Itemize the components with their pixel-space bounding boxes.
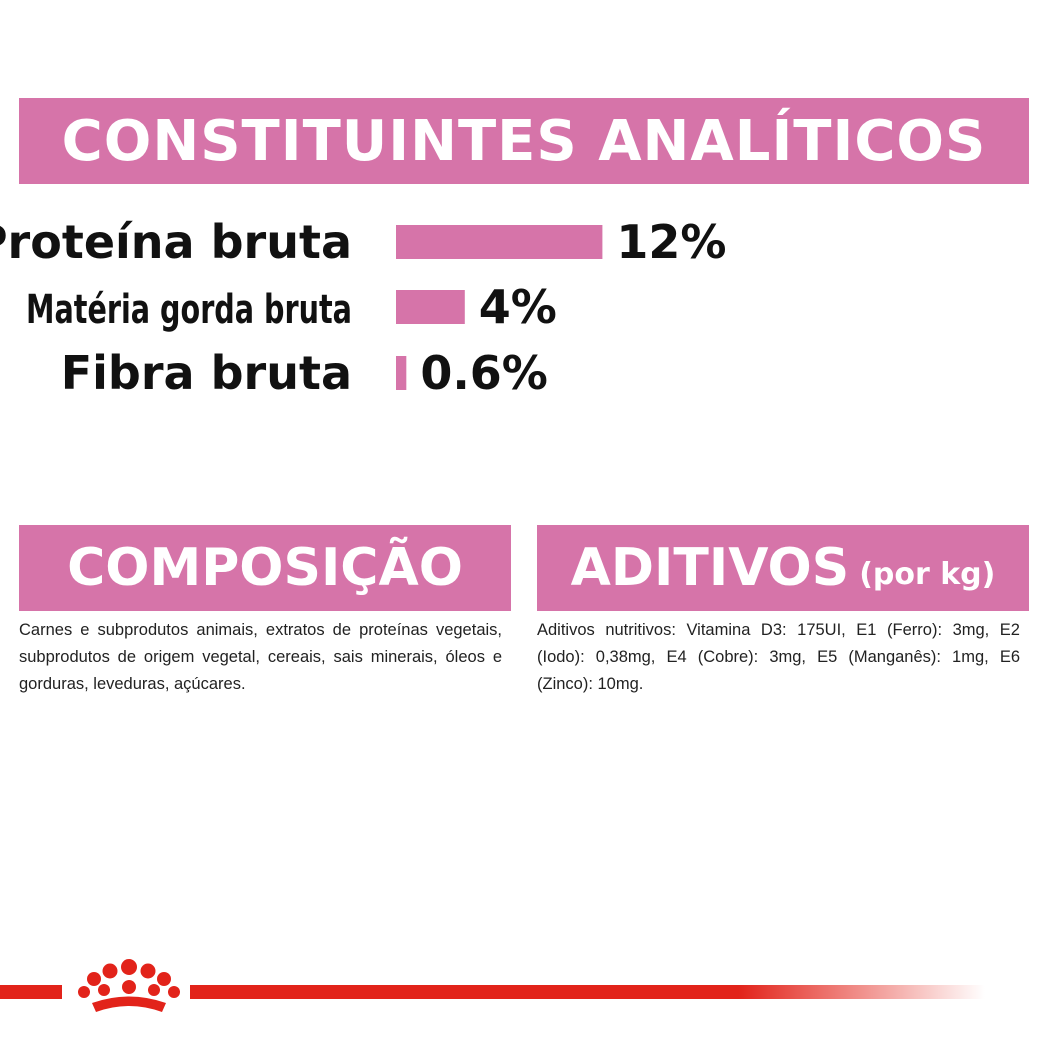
bar (396, 290, 465, 324)
composition-title: COMPOSIÇÃO (67, 538, 463, 598)
additives-text: Aditivos nutritivos: Vitamina D3: 175UI,… (537, 621, 1020, 693)
additives-band: ADITIVOS (por kg) (537, 525, 1029, 611)
chart-title: CONSTITUINTES ANALÍTICOS (61, 108, 987, 174)
additives-unit: (por kg) (859, 556, 996, 592)
additives-title: ADITIVOS (570, 538, 850, 598)
brand-line (0, 985, 985, 999)
value-label: 12% (616, 215, 726, 269)
title-band: CONSTITUINTES ANALÍTICOS (19, 98, 1029, 184)
crown-logo (78, 959, 180, 1012)
category-label: Matéria gorda bruta (26, 287, 352, 333)
bar (396, 225, 603, 259)
composition-text: Carnes e subprodutos animais, extratos d… (19, 621, 502, 693)
bar (396, 356, 407, 390)
category-label: Fibra bruta (61, 346, 352, 400)
value-label: 0.6% (420, 346, 548, 400)
category-label: Proteína bruta (0, 215, 352, 269)
composition-band: COMPOSIÇÃO (19, 525, 511, 611)
logo-bg (62, 960, 190, 1020)
value-label: 4% (479, 280, 557, 334)
